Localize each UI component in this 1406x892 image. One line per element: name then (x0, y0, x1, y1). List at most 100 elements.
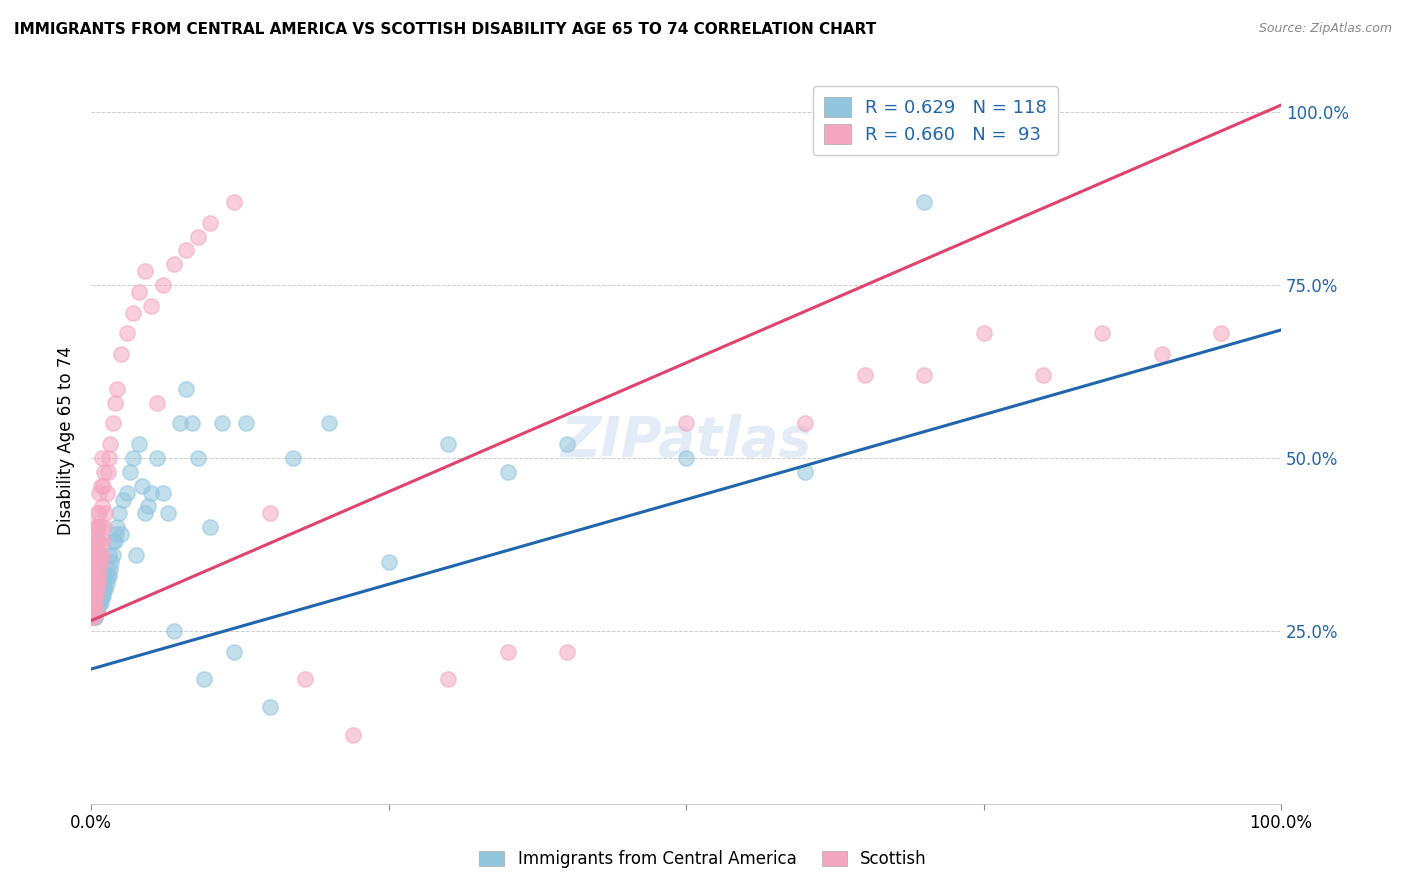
Point (222, 645, 245, 659)
Point (112, 492, 135, 507)
Point (82, 603, 104, 617)
Point (101, 417, 124, 431)
Point (89, 485, 111, 500)
Point (169, 417, 191, 431)
Point (83, 548, 105, 562)
Point (84, 548, 107, 562)
Point (259, 700, 281, 714)
Point (235, 417, 257, 431)
Point (91, 590, 114, 604)
Point (94, 568, 117, 582)
Point (90, 590, 112, 604)
Point (83, 575, 105, 590)
Point (93, 582, 115, 597)
Point (91, 575, 114, 590)
Point (86, 590, 108, 604)
Point (83, 555, 105, 569)
Point (342, 728, 364, 742)
Point (853, 368, 876, 382)
Point (83, 568, 105, 582)
Point (104, 395, 127, 409)
Point (83, 610, 105, 624)
Point (134, 507, 156, 521)
Point (83, 603, 105, 617)
Point (104, 534, 127, 549)
Point (82, 610, 104, 624)
Point (86, 596, 108, 610)
Point (87, 590, 110, 604)
Point (110, 527, 132, 541)
Point (115, 326, 138, 341)
Point (89, 590, 111, 604)
Point (973, 326, 995, 341)
Point (89, 596, 111, 610)
Point (90, 582, 112, 597)
Point (97, 465, 120, 479)
Point (84, 596, 107, 610)
Point (86, 596, 108, 610)
Point (82, 596, 104, 610)
Point (100, 555, 122, 569)
Point (152, 278, 174, 293)
Point (82, 568, 104, 582)
Point (83, 603, 105, 617)
Point (98, 562, 121, 576)
Point (82, 590, 104, 604)
Point (86, 582, 108, 597)
Point (105, 527, 128, 541)
Point (90, 450, 112, 465)
Point (294, 673, 316, 687)
Point (86, 603, 108, 617)
Point (90, 590, 112, 604)
Point (91, 534, 114, 549)
Point (83, 590, 105, 604)
Point (115, 485, 138, 500)
Point (1150, 347, 1173, 361)
Point (86, 534, 108, 549)
Point (89, 548, 111, 562)
Point (181, 417, 204, 431)
Point (136, 500, 159, 514)
Point (90, 590, 112, 604)
Point (83, 596, 105, 610)
Point (283, 450, 305, 465)
Point (84, 534, 107, 549)
Point (84, 596, 107, 610)
Point (82, 610, 104, 624)
Point (83, 596, 105, 610)
Point (131, 478, 153, 492)
Point (83, 610, 105, 624)
Point (318, 417, 340, 431)
Point (89, 562, 111, 576)
Point (222, 194, 245, 209)
Point (139, 299, 162, 313)
Point (259, 507, 281, 521)
Point (198, 216, 221, 230)
Point (87, 520, 110, 534)
Point (87, 568, 110, 582)
Point (163, 624, 186, 638)
Point (82, 590, 104, 604)
Point (87, 590, 110, 604)
Point (437, 437, 460, 451)
Point (90, 590, 112, 604)
Point (83, 596, 105, 610)
Point (90, 582, 112, 597)
Point (96, 562, 118, 576)
Point (82, 596, 104, 610)
Point (89, 596, 111, 610)
Point (90, 596, 112, 610)
Point (83, 596, 105, 610)
Point (91, 568, 114, 582)
Point (193, 673, 215, 687)
Point (84, 590, 107, 604)
Point (84, 590, 107, 604)
Point (86, 548, 108, 562)
Point (97, 568, 120, 582)
Point (90, 548, 112, 562)
Point (105, 520, 128, 534)
Point (105, 382, 128, 396)
Point (83, 590, 105, 604)
Point (187, 229, 209, 244)
Point (110, 347, 132, 361)
